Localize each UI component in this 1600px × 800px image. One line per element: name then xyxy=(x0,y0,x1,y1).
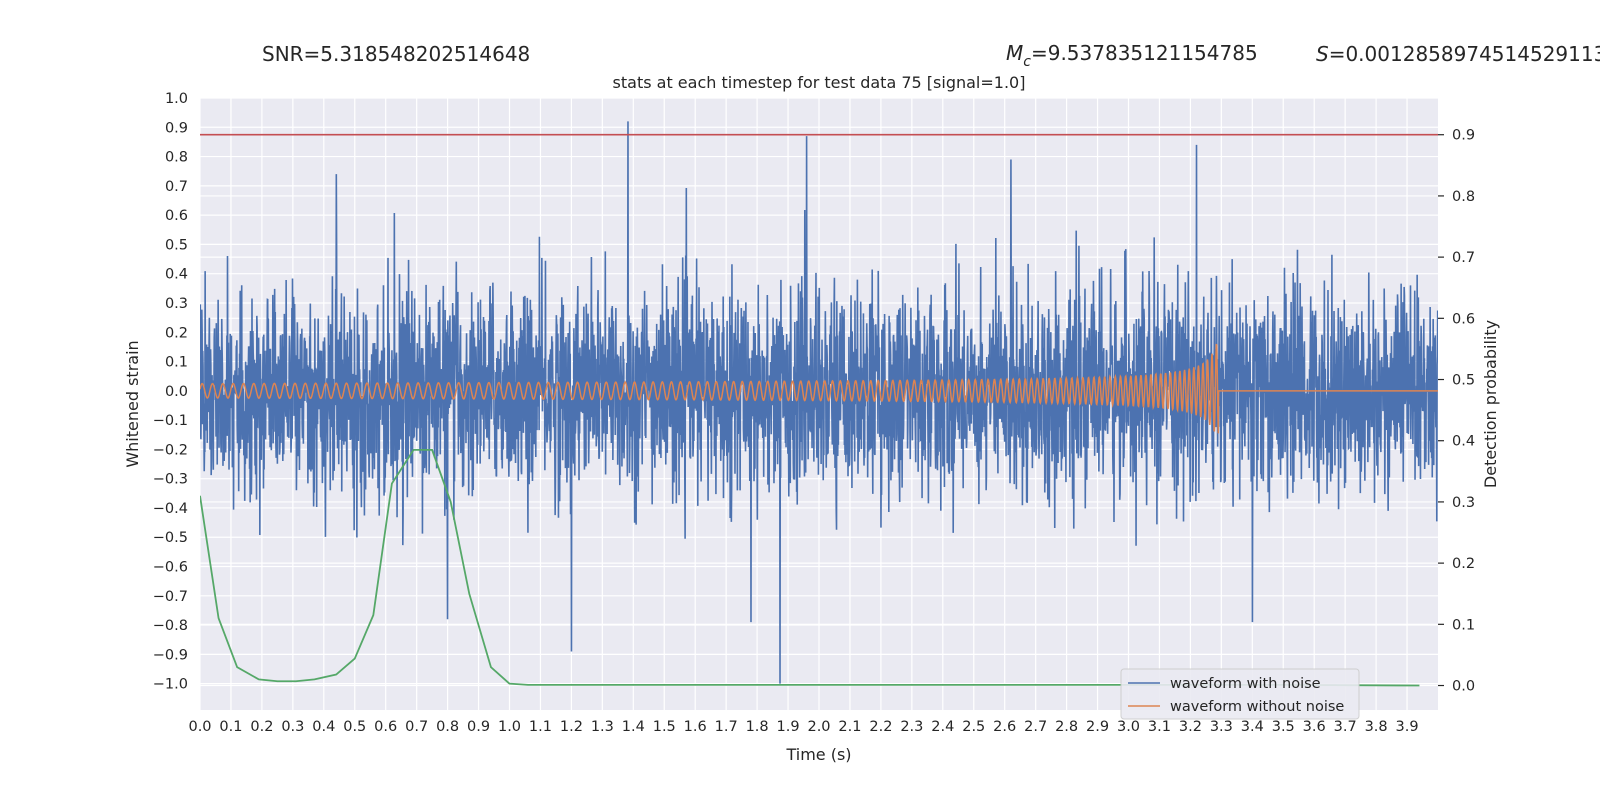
y-tick-label: −0.3 xyxy=(153,472,188,488)
y-tick-label: 0.1 xyxy=(165,355,188,371)
y-tick-label: −1.0 xyxy=(153,677,188,693)
legend-box xyxy=(1120,668,1360,720)
x-tick-label: 2.7 xyxy=(1024,719,1047,735)
mc-value: =9.537835121154785 xyxy=(1031,41,1258,65)
x-tick-label: 3.4 xyxy=(1241,719,1264,735)
x-tick-label: 1.1 xyxy=(529,719,552,735)
y2-tick-label: 0.2 xyxy=(1452,556,1475,572)
x-tick-label: 3.2 xyxy=(1179,719,1202,735)
y-tick-label: 0.7 xyxy=(165,179,188,195)
plot-series xyxy=(200,121,1438,687)
x-tick-label: 0.8 xyxy=(436,719,459,735)
s-value: =0.0012858974514529113 xyxy=(1329,42,1600,66)
mc-symbol: M xyxy=(1006,41,1023,65)
y-tick-label: −0.4 xyxy=(153,501,188,517)
y-tick-label: 0.9 xyxy=(165,120,188,136)
chart-title: stats at each timestep for test data 75 … xyxy=(613,73,1026,92)
x-tick-label: 2.5 xyxy=(962,719,985,735)
x-tick-label: 3.7 xyxy=(1334,719,1357,735)
axes: 0.0 0.1 0.2 0.3 0.4 0.5 0.6 0.7 0.8 0.9 1.0 1.1 1.2 1… xyxy=(153,91,1475,735)
x-tick-label: 1.7 xyxy=(715,719,738,735)
y2-tick-label: 0.5 xyxy=(1452,373,1475,389)
y-tick-label: 0.5 xyxy=(165,237,188,253)
y2-tick-label: 0.3 xyxy=(1452,495,1475,511)
x-tick-label: 0.1 xyxy=(219,719,242,735)
x-tick-label: 2.6 xyxy=(993,719,1016,735)
y2-tick-label: 0.6 xyxy=(1452,311,1475,327)
x-tick-label: 3.8 xyxy=(1365,719,1388,735)
y-tick-label: −0.9 xyxy=(153,647,188,663)
x-tick-label: 3.6 xyxy=(1303,719,1326,735)
y-tick-label: 0.8 xyxy=(165,150,188,166)
y2-tick-label: 0.4 xyxy=(1452,434,1475,450)
y-tick-label: −0.1 xyxy=(153,413,188,429)
spin-header: S=0.0012858974514529113 xyxy=(1316,42,1600,66)
x-tick-label: 3.1 xyxy=(1148,719,1171,735)
x-tick-label: 2.2 xyxy=(869,719,892,735)
legend-label-clean: waveform without noise xyxy=(1170,699,1344,715)
series-detection-probability xyxy=(200,449,1420,687)
snr-header: SNR=5.318548202514648 xyxy=(262,42,530,66)
x-tick-label: 0.5 xyxy=(343,719,366,735)
y2-tick-label: 0.9 xyxy=(1452,128,1475,144)
y-tick-label: 0.2 xyxy=(165,325,188,341)
y-tick-label: 0.3 xyxy=(165,296,188,312)
x-tick-label: 0.0 xyxy=(188,719,211,735)
chirp-mass-header: Mc=9.537835121154785 xyxy=(1006,41,1258,70)
y-tick-label: −0.8 xyxy=(153,618,188,634)
x-tick-label: 2.4 xyxy=(931,719,954,735)
x-tick-label: 2.8 xyxy=(1055,719,1078,735)
y2-tick-label: 0.1 xyxy=(1452,617,1475,633)
y2-tick-label: 0.0 xyxy=(1452,679,1475,695)
x-tick-label: 1.0 xyxy=(498,719,521,735)
legend-label-noise: waveform with noise xyxy=(1170,676,1321,692)
x-tick-label: 3.3 xyxy=(1210,719,1233,735)
x-tick-label: 0.9 xyxy=(467,719,490,735)
x-tick-label: 2.0 xyxy=(807,719,830,735)
x-tick-label: 0.3 xyxy=(281,719,304,735)
x-tick-label: 0.4 xyxy=(312,719,335,735)
x-tick-label: 1.9 xyxy=(777,719,800,735)
x-tick-label: 3.9 xyxy=(1396,719,1419,735)
y-tick-label: −0.7 xyxy=(153,589,188,605)
y-tick-label: −0.5 xyxy=(153,530,188,546)
x-tick-label: 1.6 xyxy=(684,719,707,735)
x-tick-label: 1.4 xyxy=(622,719,645,735)
mc-subscript: c xyxy=(1023,54,1031,70)
x-tick-label: 1.2 xyxy=(560,719,583,735)
y2-axis-label: Detection probability xyxy=(1481,320,1500,488)
y-tick-label: 0.0 xyxy=(165,384,188,400)
legend: waveform with noise waveform without noi… xyxy=(1120,668,1360,720)
x-tick-label: 1.3 xyxy=(591,719,614,735)
x-tick-label: 1.8 xyxy=(746,719,769,735)
x-tick-label: 2.3 xyxy=(900,719,923,735)
x-axis-label: Time (s) xyxy=(785,745,851,764)
y-tick-label: −0.2 xyxy=(153,442,188,458)
series-waveform-without-noise xyxy=(200,343,1438,434)
y-tick-label: −0.6 xyxy=(153,560,188,576)
x-tick-label: 3.5 xyxy=(1272,719,1295,735)
y-tick-label: 1.0 xyxy=(165,91,188,107)
x-tick-label: 0.2 xyxy=(250,719,273,735)
x-tick-label: 0.7 xyxy=(405,719,428,735)
x-tick-label: 1.5 xyxy=(653,719,676,735)
x-tick-label: 3.0 xyxy=(1117,719,1140,735)
x-tick-label: 0.6 xyxy=(374,719,397,735)
x-tick-label: 2.9 xyxy=(1086,719,1109,735)
y2-tick-label: 0.7 xyxy=(1452,250,1475,266)
y2-tick-label: 0.8 xyxy=(1452,189,1475,205)
y-tick-label: 0.6 xyxy=(165,208,188,224)
y-tick-label: 0.4 xyxy=(165,267,188,283)
s-symbol: S xyxy=(1316,42,1329,66)
y-axis-label: Whitened strain xyxy=(123,340,142,467)
x-tick-label: 2.1 xyxy=(838,719,861,735)
